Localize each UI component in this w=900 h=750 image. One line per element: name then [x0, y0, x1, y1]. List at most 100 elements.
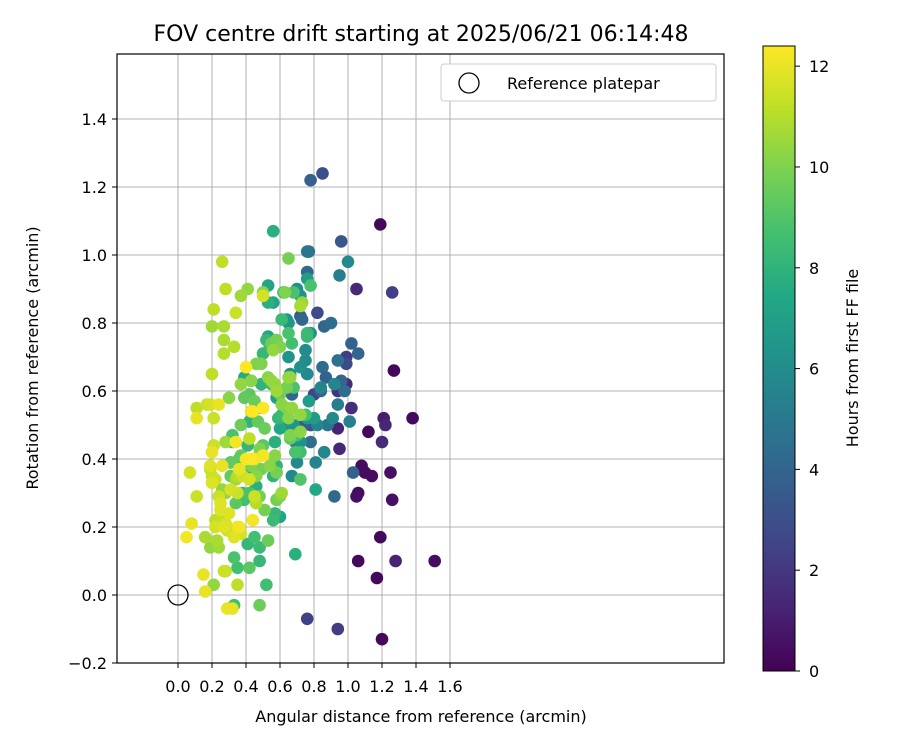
y-tick-label: 1.4 [82, 110, 107, 129]
data-points [180, 167, 442, 646]
data-point [253, 554, 266, 568]
y-tick-label: 0.0 [82, 586, 107, 605]
data-point [258, 422, 272, 435]
data-point [375, 632, 389, 646]
data-point [387, 364, 401, 377]
legend-marker-icon [458, 72, 480, 94]
data-point [316, 360, 329, 374]
data-point [224, 483, 237, 496]
data-point [256, 289, 270, 303]
data-point [299, 343, 312, 357]
data-point [319, 371, 333, 384]
data-point [205, 445, 219, 459]
data-point [234, 289, 248, 303]
data-point [350, 490, 363, 503]
colorbar-tick-label: 10 [809, 158, 829, 177]
data-point [268, 435, 282, 449]
chart-title: FOV centre drift starting at 2025/06/21 … [154, 22, 689, 47]
data-point [226, 602, 239, 615]
colorbar-gradient [762, 45, 796, 672]
data-point [239, 360, 253, 374]
data-point [282, 252, 295, 265]
data-point [341, 255, 355, 269]
data-point [217, 347, 231, 360]
data-point [385, 286, 399, 299]
data-point [294, 425, 307, 439]
colorbar-tick-label: 12 [809, 57, 829, 76]
x-tick-label: 0.8 [301, 677, 326, 696]
x-tick-label: 1.6 [437, 677, 462, 696]
data-point [331, 398, 345, 411]
data-point [205, 320, 219, 333]
data-point [212, 398, 226, 411]
data-point [345, 337, 358, 350]
data-point [314, 381, 328, 394]
x-ticks: 0.0 0.2 0.4 0.6 0.8 1.0 1.2 1.4 1.6 [165, 663, 463, 696]
data-point [244, 452, 258, 466]
data-point [428, 554, 442, 568]
data-point [285, 401, 299, 415]
data-point [248, 530, 261, 544]
data-point [238, 391, 251, 405]
data-point [198, 585, 212, 598]
legend: Reference platepar [440, 63, 717, 102]
data-point [275, 313, 289, 326]
data-point [275, 398, 289, 411]
data-point [351, 554, 365, 568]
data-point [229, 435, 243, 449]
data-point [384, 466, 397, 479]
data-point [302, 394, 316, 408]
data-point [231, 561, 244, 575]
data-point [278, 286, 292, 299]
y-tick-label: 0.6 [82, 382, 107, 401]
data-point [253, 598, 266, 612]
data-point [198, 530, 212, 544]
data-point [207, 303, 220, 316]
data-point [260, 578, 273, 592]
x-tick-label: 1.0 [335, 677, 360, 696]
data-point [374, 530, 387, 544]
x-tick-label: 1.2 [369, 677, 394, 696]
data-point [246, 405, 260, 418]
data-point [248, 394, 261, 408]
colorbar-tick-label: 0 [809, 662, 819, 681]
data-point [266, 343, 280, 357]
data-point [370, 571, 384, 585]
data-point [263, 459, 277, 473]
data-point [351, 347, 365, 360]
data-point [253, 541, 266, 554]
colorbar: 0 2 4 6 8 10 12 Hours from first FF file [762, 45, 862, 681]
data-point [222, 507, 236, 520]
data-point [217, 333, 231, 347]
data-point [227, 340, 241, 354]
data-point [304, 435, 317, 449]
data-point [331, 354, 345, 367]
data-point [243, 432, 256, 445]
data-point [232, 462, 246, 476]
data-point [311, 306, 324, 320]
data-point [389, 554, 402, 568]
data-point [328, 377, 341, 391]
data-point [256, 449, 270, 462]
data-point [261, 534, 275, 547]
data-point [295, 313, 309, 326]
data-point [256, 401, 270, 415]
data-point [309, 483, 323, 496]
data-point [326, 411, 340, 425]
data-point [283, 428, 297, 442]
data-point [273, 422, 287, 435]
data-point [266, 513, 280, 527]
data-point [249, 357, 263, 371]
data-point [205, 367, 219, 381]
data-point [345, 401, 358, 415]
data-point [294, 360, 307, 374]
data-point [183, 466, 197, 479]
data-point [190, 401, 203, 415]
data-point [231, 578, 244, 592]
data-point [374, 218, 387, 231]
data-point [300, 612, 314, 626]
data-point [229, 306, 243, 320]
data-point [270, 384, 283, 398]
data-point [331, 422, 345, 435]
data-point [343, 415, 357, 428]
